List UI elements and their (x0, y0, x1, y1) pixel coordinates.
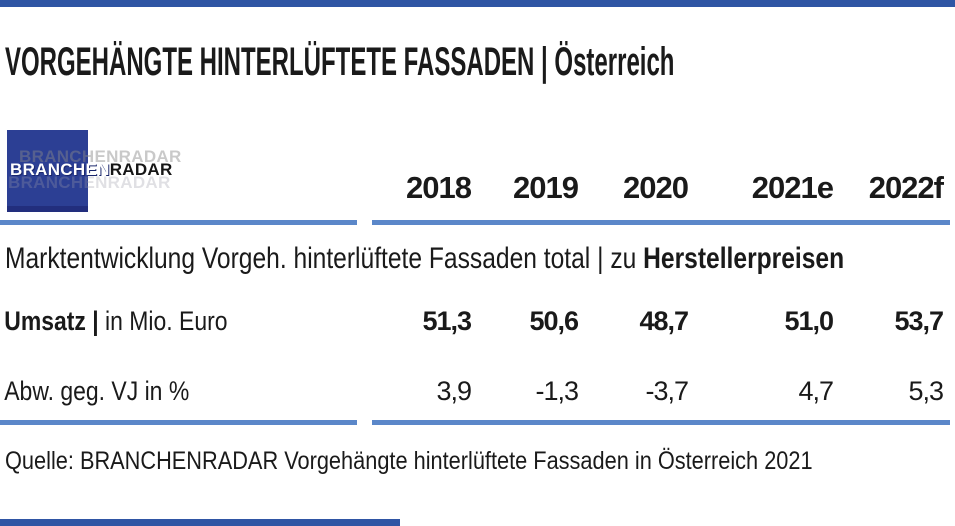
table-cell: 3,9 (436, 376, 472, 406)
year-header-row: 2018 2019 2020 2021e 2022f (0, 170, 955, 206)
column-header-2018: 2018 (406, 170, 472, 205)
table-cell: 48,7 (639, 306, 689, 336)
logo-text-radar: RADAR (109, 160, 173, 179)
table-cell: 5,3 (908, 376, 944, 406)
table-row-umsatz: Umsatz | in Mio. Euro 51,3 50,6 48,7 51,… (0, 303, 955, 339)
table-row-abweichung: Abw. geg. VJ in % 3,9 -1,3 -3,7 4,7 5,3 (0, 373, 955, 409)
table-cell: 53,7 (894, 306, 944, 336)
logo-text-branchen: BRANCHEN (10, 160, 110, 179)
subtitle-regular-text: Marktentwicklung Vorgeh. hinterlüftete F… (5, 242, 644, 275)
branchenradar-logo-ghost-top: BRANCHENRADAR (19, 147, 182, 166)
row-label-abweichung: Abw. geg. VJ in % (0, 373, 364, 409)
table-cell: -1,3 (535, 376, 579, 406)
divider-top-right-segment (372, 220, 950, 225)
source-citation: Quelle: BRANCHENRADAR Vorgehängte hinter… (5, 447, 813, 475)
row-label-abweichung-text: Abw. geg. VJ in % (4, 376, 190, 406)
branchenradar-logo-text: BRANCHENRADAR (10, 160, 173, 180)
top-accent-bar (0, 0, 955, 7)
row-label-umsatz: Umsatz | in Mio. Euro (0, 303, 364, 339)
branchenradar-logo-square (7, 130, 88, 212)
table-cell: 4,7 (798, 376, 834, 406)
table-subtitle: Marktentwicklung Vorgeh. hinterlüftete F… (5, 242, 844, 276)
table-cell: 51,3 (422, 306, 472, 336)
table-cell: -3,7 (645, 376, 689, 406)
column-header-2022f: 2022f (868, 170, 944, 205)
divider-top-left-segment (0, 220, 357, 225)
column-header-2020: 2020 (623, 170, 689, 205)
table-cell: 51,0 (784, 306, 834, 336)
table-cell: 50,6 (529, 306, 579, 336)
row-label-umsatz-unit: in Mio. Euro (105, 306, 228, 336)
branchenradar-logo-ghost-bottom: BRANCHENRADAR (8, 173, 171, 192)
page-title: VORGEHÄNGTE HINTERLÜFTETE FASSADEN | Öst… (5, 40, 675, 84)
divider-bottom-right-segment (372, 420, 950, 425)
row-label-umsatz-bold: Umsatz | (4, 306, 106, 336)
column-header-2021e: 2021e (751, 170, 834, 205)
bottom-accent-bar (0, 519, 400, 526)
column-header-2019: 2019 (513, 170, 579, 205)
subtitle-bold-text: Herstellerpreisen (643, 242, 845, 275)
divider-bottom-left-segment (0, 420, 357, 425)
